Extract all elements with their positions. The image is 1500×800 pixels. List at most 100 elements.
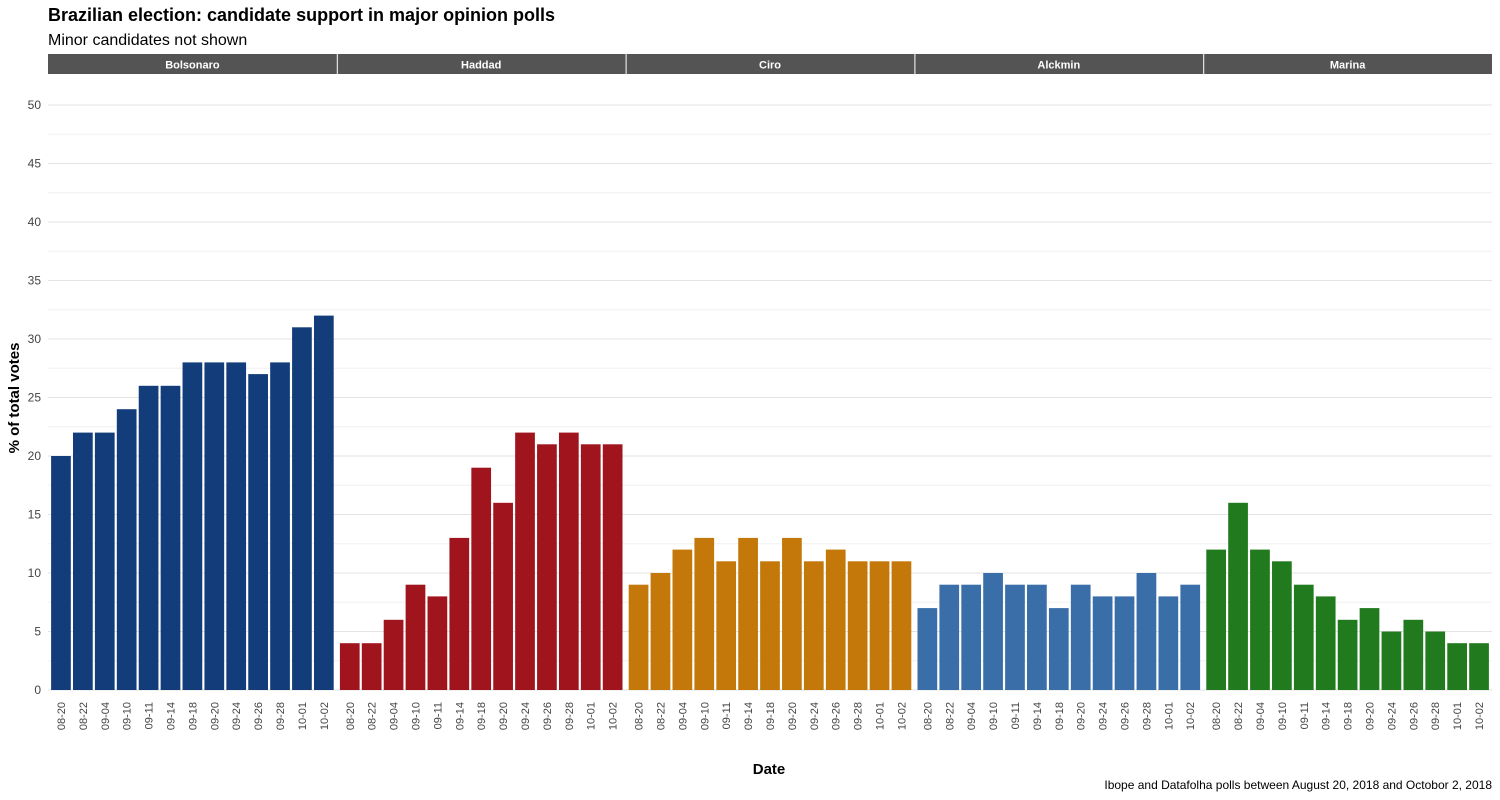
y-tick-label: 50 [28, 98, 42, 112]
bar-haddad-08-22 [361, 643, 382, 690]
x-tick-label: 09-26 [253, 702, 265, 730]
bar-alckmin-08-22 [939, 584, 960, 690]
bar-ciro-09-28 [847, 561, 868, 690]
bar-alckmin-09-14 [1027, 584, 1047, 690]
x-tick-label: 08-22 [944, 702, 956, 730]
bar-marina-09-04 [1250, 549, 1270, 690]
x-tick-label: 09-20 [209, 702, 221, 730]
x-tick-label: 09-10 [699, 702, 711, 730]
facet-strip-marina [1204, 54, 1492, 74]
bar-haddad-09-04 [383, 619, 404, 690]
x-tick-label: 09-04 [389, 702, 401, 730]
x-tick-label: 09-24 [1098, 702, 1110, 730]
y-tick-label: 35 [28, 274, 42, 288]
x-tick-label: 09-18 [187, 702, 199, 730]
bar-haddad-09-26 [537, 444, 557, 690]
x-tick-label: 09-14 [1321, 702, 1333, 730]
bar-marina-09-20 [1359, 608, 1380, 690]
x-tick-label: 09-18 [476, 702, 488, 730]
x-tick-label: 08-22 [655, 702, 667, 730]
bar-ciro-09-26 [825, 549, 846, 690]
y-tick-label: 30 [28, 332, 42, 346]
bar-bolsonaro-09-28 [270, 362, 290, 690]
bar-ciro-09-14 [738, 537, 758, 690]
facet-strip-ciro [626, 54, 915, 74]
x-tick-label: 09-18 [1054, 702, 1066, 730]
bar-marina-09-24 [1381, 631, 1402, 690]
x-tick-label: 09-11 [144, 702, 156, 729]
facet-label: Ciro [759, 60, 781, 72]
x-tick-label: 08-20 [1211, 702, 1223, 730]
bar-ciro-09-11 [716, 561, 737, 690]
x-tick-label: 09-11 [432, 702, 444, 729]
x-tick-label: 08-22 [78, 702, 90, 730]
bar-marina-09-10 [1272, 561, 1292, 690]
bar-marina-09-18 [1337, 619, 1358, 690]
y-tick-label: 20 [28, 449, 42, 463]
x-tick-label: 09-24 [520, 702, 532, 730]
bar-bolsonaro-10-01 [292, 327, 312, 690]
bar-bolsonaro-09-18 [182, 362, 203, 690]
x-tick-label: 08-20 [922, 702, 934, 730]
x-tick-label: 10-02 [1474, 702, 1486, 730]
x-tick-label: 10-02 [1185, 702, 1197, 730]
x-tick-label: 09-24 [809, 702, 821, 730]
bars [51, 315, 1489, 690]
bar-ciro-09-10 [694, 537, 715, 690]
bar-ciro-09-20 [782, 537, 802, 690]
x-tick-label: 09-10 [410, 702, 422, 730]
bar-bolsonaro-09-24 [226, 362, 247, 690]
bar-haddad-09-10 [405, 584, 426, 690]
bar-bolsonaro-09-11 [138, 385, 159, 690]
chart-subtitle: Minor candidates not shown [48, 32, 248, 49]
bar-ciro-09-24 [803, 561, 824, 690]
facet-strips: Bolsonaro Haddad Ciro Alckmin Marina [48, 54, 1492, 74]
bar-alckmin-09-28 [1136, 573, 1157, 690]
y-tick-label: 10 [28, 566, 42, 580]
x-tick-label: 10-02 [608, 702, 620, 730]
x-tick-label: 09-20 [787, 702, 799, 730]
bar-haddad-09-24 [515, 432, 535, 690]
facet-strip-alckmin [915, 54, 1204, 74]
y-tick-label: 15 [28, 508, 42, 522]
x-tick-label: 10-01 [1452, 702, 1464, 730]
x-tick-label: 09-18 [1343, 702, 1355, 730]
x-tick-label: 08-20 [56, 702, 68, 730]
x-tick-label: 09-26 [1120, 702, 1132, 730]
bar-haddad-09-20 [493, 502, 513, 690]
x-tick-label: 10-01 [586, 702, 598, 730]
x-tick-label: 10-01 [875, 702, 887, 730]
chart-title: Brazilian election: candidate support in… [48, 5, 556, 25]
bar-haddad-09-14 [449, 537, 470, 690]
bar-alckmin-09-11 [1005, 584, 1025, 690]
bar-marina-08-22 [1228, 502, 1248, 690]
bar-marina-10-01 [1447, 643, 1467, 690]
bar-ciro-09-04 [672, 549, 693, 690]
x-tick-label: 10-01 [297, 702, 309, 730]
bar-haddad-09-28 [558, 432, 579, 690]
x-tick-label: 09-10 [122, 702, 134, 730]
bar-bolsonaro-09-14 [160, 385, 181, 690]
chart-caption: Ibope and Datafolha polls between August… [1104, 778, 1492, 792]
x-axis-label: Date [753, 761, 786, 778]
bar-bolsonaro-09-10 [116, 409, 137, 690]
x-tick-label: 09-04 [100, 702, 112, 730]
x-tick-label: 09-14 [743, 702, 755, 730]
x-tick-label: 09-11 [1299, 702, 1311, 729]
bar-bolsonaro-10-02 [313, 315, 334, 690]
bar-haddad-10-02 [602, 444, 623, 690]
bar-haddad-09-18 [471, 467, 492, 690]
facet-label: Alckmin [1037, 60, 1080, 72]
x-tick-label: 09-28 [1430, 702, 1442, 730]
x-tick-label: 09-14 [1032, 702, 1044, 730]
bar-bolsonaro-09-26 [248, 374, 268, 690]
facet-label: Haddad [461, 60, 501, 72]
x-tick-label: 09-11 [1010, 702, 1022, 729]
y-tick-labels: 0 5 10 15 20 25 30 35 40 45 50 [28, 98, 42, 697]
x-tick-label: 09-14 [454, 702, 466, 730]
bar-marina-09-26 [1403, 619, 1424, 690]
bar-alckmin-08-20 [917, 608, 938, 690]
x-tick-label: 09-11 [721, 702, 733, 729]
bar-marina-09-11 [1293, 584, 1314, 690]
facet-label: Bolsonaro [165, 60, 220, 72]
